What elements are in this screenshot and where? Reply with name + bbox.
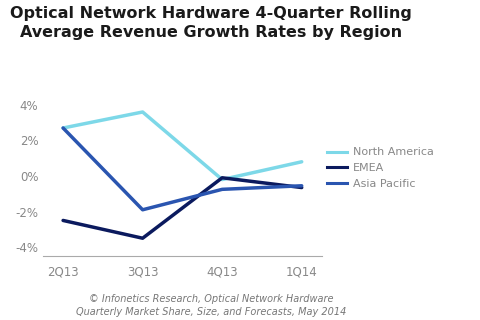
Text: © Infonetics Research, Optical Network Hardware
Quarterly Market Share, Size, an: © Infonetics Research, Optical Network H… — [76, 294, 347, 317]
Text: Optical Network Hardware 4-Quarter Rolling
Average Revenue Growth Rates by Regio: Optical Network Hardware 4-Quarter Rolli… — [10, 6, 412, 40]
Legend: North America, EMEA, Asia Pacific: North America, EMEA, Asia Pacific — [327, 148, 433, 188]
